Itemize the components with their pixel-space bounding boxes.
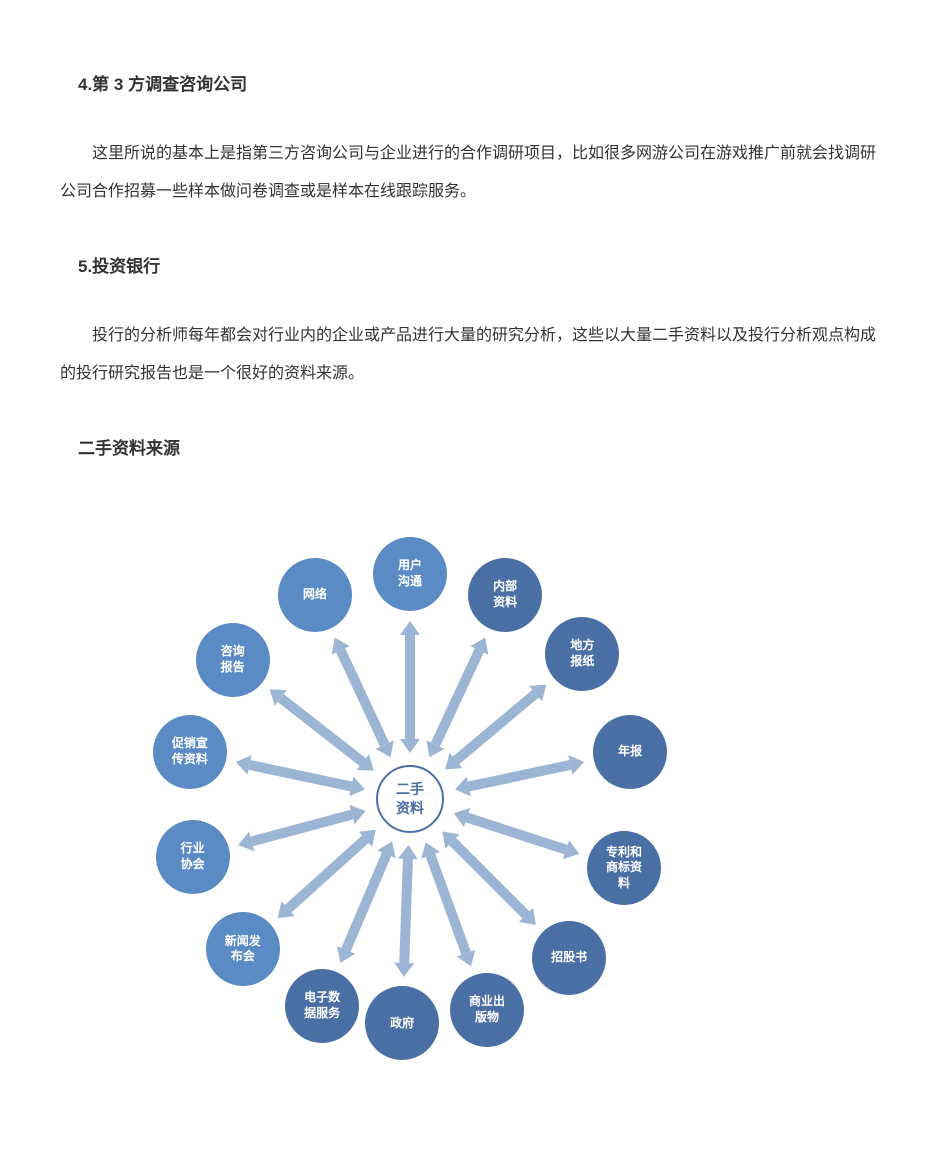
diagram-node: 地方报纸 (545, 617, 619, 691)
diagram-node-label: 新闻发布会 (225, 934, 261, 965)
section-heading-5: 5.投资银行 (50, 252, 895, 277)
diagram-node-label: 专利和商标资料 (606, 845, 642, 892)
diagram-node: 咨询报告 (196, 623, 270, 697)
diagram-node: 用户沟通 (373, 537, 447, 611)
diagram-node-label: 年报 (618, 744, 642, 760)
diagram-node: 专利和商标资料 (587, 831, 661, 905)
diagram-node: 电子数据服务 (285, 969, 359, 1043)
diagram-node-label: 行业协会 (181, 841, 205, 872)
diagram-node: 新闻发布会 (206, 912, 280, 986)
diagram-node: 年报 (593, 715, 667, 789)
diagram-center-label: 二手资料 (396, 780, 424, 816)
radial-diagram: 二手资料 用户沟通内部资料地方报纸年报专利和商标资料招股书商业出版物政府 电子数据服… (110, 499, 710, 1099)
diagram-node: 内部资料 (468, 558, 542, 632)
diagram-node: 促销宣传资料 (153, 715, 227, 789)
diagram-node: 招股书 (532, 921, 606, 995)
section-heading-sources: 二手资料来源 (50, 434, 895, 459)
paragraph-1: 这里所说的基本上是指第三方咨询公司与企业进行的合作调研项目，比如很多网游公司在游… (50, 135, 895, 212)
diagram-node-label: 内部资料 (493, 579, 517, 610)
diagram-center-node: 二手资料 (376, 765, 444, 833)
diagram-node-label: 网络 (303, 587, 327, 603)
diagram-node-label: 促销宣传资料 (172, 736, 208, 767)
diagram-node: 商业出版物 (450, 973, 524, 1047)
diagram-node-label: 招股书 (551, 950, 587, 966)
diagram-node-label: 电子数据服务 (304, 990, 340, 1021)
diagram-node-label: 地方报纸 (570, 638, 594, 669)
diagram-node: 网络 (278, 558, 352, 632)
paragraph-2: 投行的分析师每年都会对行业内的企业或产品进行大量的研究分析，这些以大量二手资料以… (50, 317, 895, 394)
diagram-node-label: 咨询报告 (221, 644, 245, 675)
diagram-node-label: 商业出版物 (469, 994, 505, 1025)
diagram-node-label: 用户沟通 (398, 558, 422, 589)
diagram-node-label: 政府 (390, 1016, 414, 1032)
diagram-node: 行业协会 (156, 820, 230, 894)
diagram-node: 政府 (365, 986, 439, 1060)
section-heading-4: 4.第 3 方调查咨询公司 (50, 70, 895, 95)
